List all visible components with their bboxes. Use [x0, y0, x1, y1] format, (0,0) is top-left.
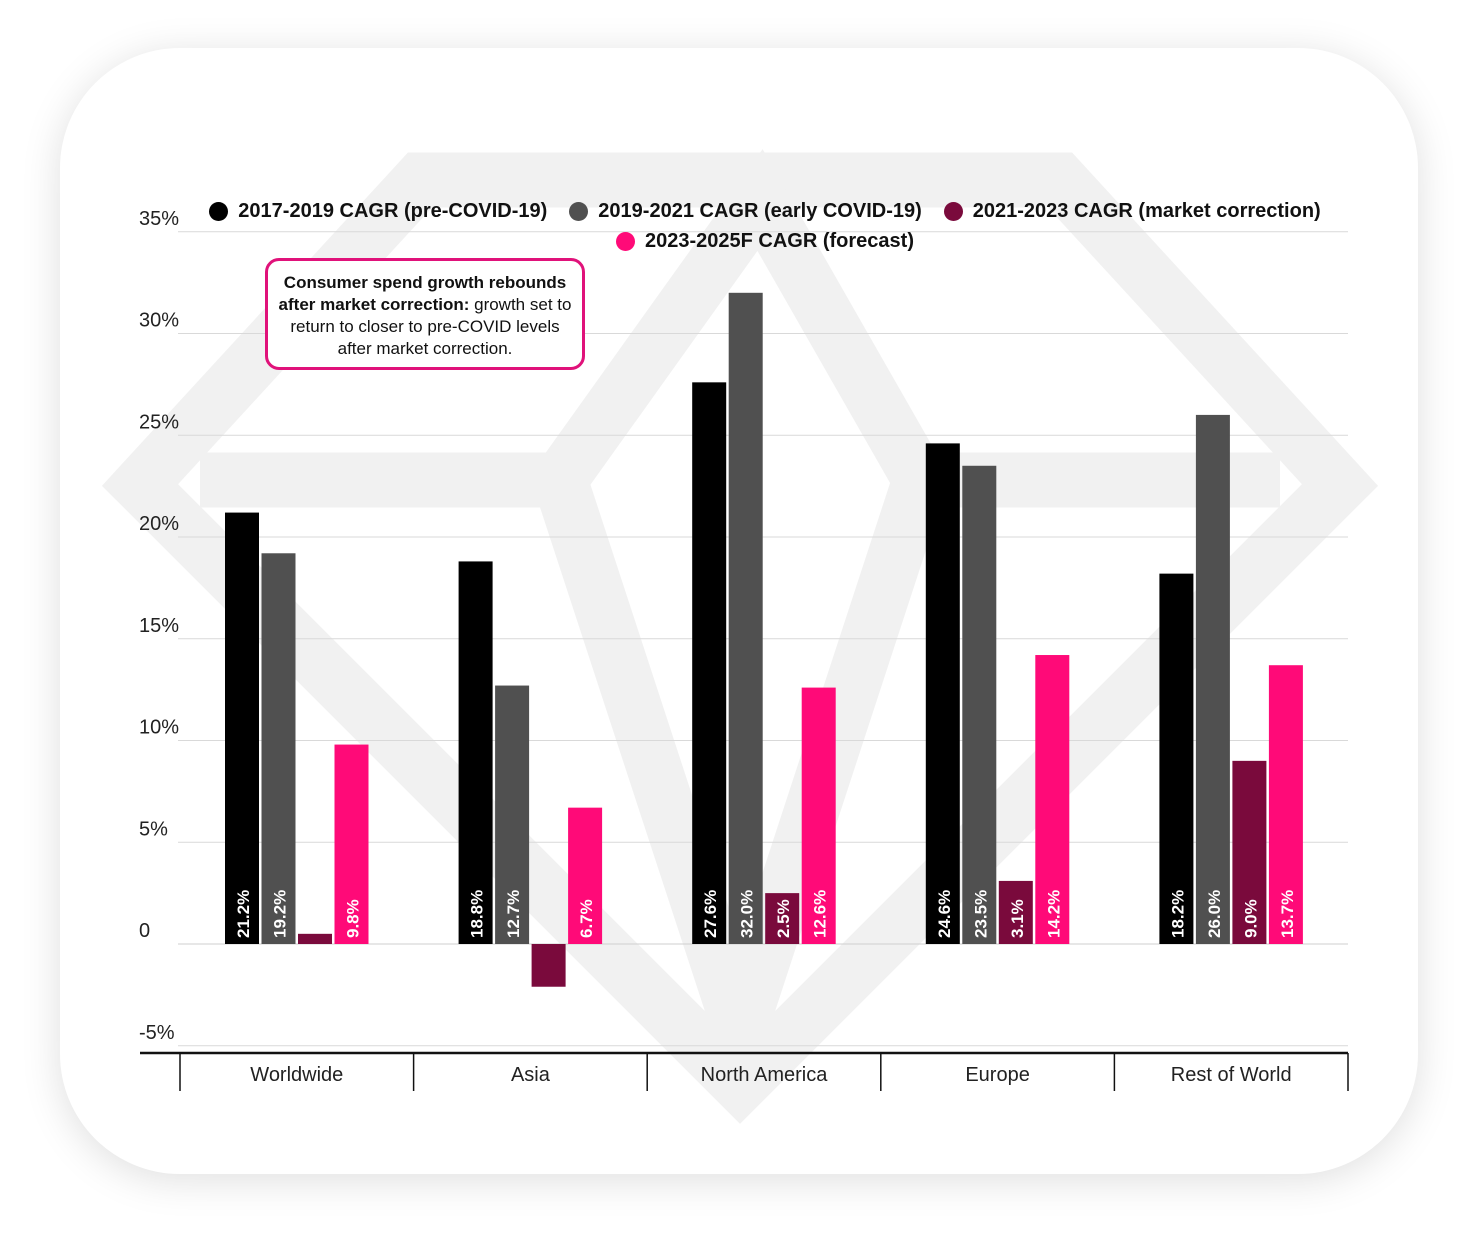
bar-data-label: 26.0% — [1205, 890, 1224, 938]
bar — [1232, 760, 1267, 944]
y-tick-label: 5% — [139, 818, 168, 840]
legend-item-market-correction: 2021-2023 CAGR (market correction) — [943, 198, 1321, 224]
legend-swatch — [943, 201, 963, 221]
y-tick-label: -5% — [139, 1022, 175, 1044]
bar-data-label: 21.2% — [234, 890, 253, 938]
bar — [458, 561, 493, 944]
bar — [998, 880, 1033, 944]
bar — [692, 382, 727, 945]
y-tick-label: 0 — [139, 920, 150, 942]
bar-data-label: 9.0% — [1241, 899, 1260, 938]
bar — [1268, 665, 1303, 944]
x-category-label: Europe — [965, 1064, 1030, 1086]
bar-data-label: 12.6% — [811, 890, 830, 938]
watermark-logo — [101, 149, 1379, 1124]
legend-label: 2021-2023 CAGR (market correction) — [972, 200, 1321, 222]
y-tick-label: 25% — [139, 411, 179, 433]
legend-item-forecast: 2023-2025F CAGR (forecast) — [616, 228, 914, 254]
bar — [1195, 414, 1230, 944]
bar-data-label: 23.5% — [971, 890, 990, 938]
annotation-callout: Consumer spend growth rebounds after mar… — [265, 258, 585, 370]
bar — [261, 553, 296, 944]
y-tick-label: 35% — [139, 208, 179, 230]
x-category-label: Rest of World — [1171, 1064, 1292, 1086]
bar-data-label: 24.6% — [935, 890, 954, 938]
bar — [568, 807, 603, 944]
bar — [765, 893, 800, 944]
legend-label: 2017-2019 CAGR (pre-COVID-19) — [238, 200, 548, 222]
bar — [495, 685, 530, 944]
bar — [531, 944, 566, 987]
legend-item-pre-covid: 2017-2019 CAGR (pre-COVID-19) — [209, 198, 547, 224]
bar-data-label: 27.6% — [701, 890, 720, 938]
bar-data-label: 19.2% — [271, 890, 290, 938]
legend-item-early-covid: 2019-2021 CAGR (early COVID-19) — [569, 198, 922, 224]
x-category-label: Worldwide — [250, 1064, 343, 1086]
x-category-label: North America — [701, 1064, 829, 1086]
legend-swatch — [209, 201, 229, 221]
bar-data-label: 18.8% — [468, 890, 487, 938]
bar — [728, 292, 763, 944]
legend-swatch — [616, 231, 635, 251]
bar — [962, 465, 997, 944]
bar-data-label: 13.7% — [1278, 890, 1297, 938]
y-tick-label: 15% — [139, 615, 179, 637]
bar-data-label: 18.2% — [1168, 890, 1187, 938]
legend-swatch — [569, 201, 589, 221]
bar-data-label: 3.1% — [1008, 899, 1027, 938]
bar — [1159, 573, 1194, 944]
legend-label: 2023-2025F CAGR (forecast) — [645, 230, 914, 252]
bar — [334, 744, 369, 944]
bar-data-label: 2.5% — [774, 899, 793, 938]
y-tick-label: 10% — [139, 717, 179, 739]
bar — [801, 687, 836, 944]
bar-data-label: 12.7% — [504, 890, 523, 938]
bar-data-label: 14.2% — [1044, 890, 1063, 938]
bar-data-label: 6.7% — [577, 899, 596, 938]
y-tick-label: 30% — [139, 310, 179, 332]
annotation-bold-text: Consumer spend growth rebounds after mar… — [278, 273, 567, 314]
chart-legend: 2017-2019 CAGR (pre-COVID-19) 2019-2021 … — [120, 198, 1410, 254]
bar — [925, 443, 960, 944]
annotation-text: growth set to return to closer to pre-CO… — [290, 295, 572, 358]
bar-data-label: 9.8% — [344, 899, 363, 938]
y-tick-label: 20% — [139, 513, 179, 535]
x-category-label: Asia — [511, 1064, 551, 1086]
legend-label: 2019-2021 CAGR (early COVID-19) — [598, 200, 922, 222]
bar — [225, 512, 259, 944]
chart-card: 21.2% 19.2% 9.8% 18.8% 12.7% 6.7% 27.6% 32.0% 2.… — [60, 48, 1418, 1174]
bar-data-label: 32.0% — [738, 890, 757, 938]
bar — [298, 933, 332, 944]
bar — [1035, 655, 1070, 944]
bar-chart: 21.2% 19.2% 9.8% 18.8% 12.7% 6.7% 27.6% 32.0% 2.… — [101, 149, 1379, 1124]
